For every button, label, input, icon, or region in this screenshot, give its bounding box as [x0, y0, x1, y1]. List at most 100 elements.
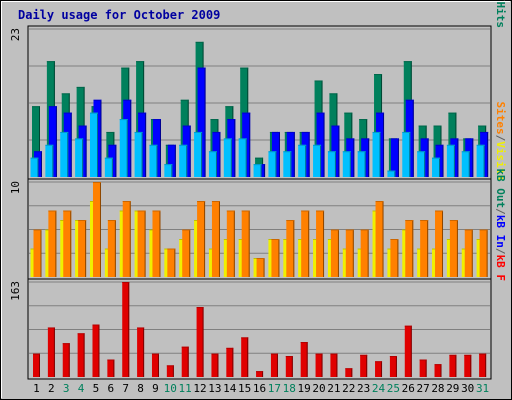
bar-pages: [149, 144, 158, 177]
gridlines: [29, 281, 490, 354]
bar-pages: [179, 144, 188, 177]
bar-kb-f: [360, 354, 368, 377]
bar-kb-f: [389, 356, 397, 377]
x-tick-label: 31: [476, 382, 489, 395]
bar-kb-f: [270, 353, 278, 377]
x-tick-label: 21: [327, 382, 340, 395]
bar-kb-f: [479, 353, 487, 377]
y-axis-max-label: 163: [9, 281, 22, 301]
x-tick-label: 16: [253, 382, 266, 395]
bar-pages: [461, 151, 470, 177]
bar-pages: [432, 157, 441, 177]
bar-sites: [435, 210, 444, 277]
series-label: Visits: [494, 141, 507, 181]
series-label: /: [494, 135, 507, 142]
bar-kb-f: [464, 354, 472, 377]
bar-kb-f: [300, 342, 308, 377]
x-tick-label: 9: [152, 382, 159, 395]
bar-sites: [48, 210, 57, 277]
x-tick-label: 24: [372, 382, 386, 395]
bar-kb-f: [33, 353, 40, 377]
bar-kb-f: [285, 356, 293, 377]
bar-pages: [402, 131, 411, 177]
bar-sites: [345, 229, 354, 277]
bar-sites: [241, 210, 250, 277]
x-tick-label: 3: [63, 382, 70, 395]
bar-kb-f: [434, 364, 442, 377]
bar-sites: [375, 201, 384, 277]
series-label: kB In: [494, 215, 507, 248]
bar-sites: [390, 239, 399, 277]
bar-pages: [45, 144, 54, 177]
bars: [30, 41, 489, 177]
bar-kb-f: [196, 307, 204, 377]
bar-kb-f: [47, 327, 55, 377]
bar-sites: [63, 210, 72, 277]
x-tick-label: 6: [107, 382, 114, 395]
bar-pages: [476, 144, 485, 177]
bar-sites: [107, 220, 116, 277]
bars: [30, 182, 488, 277]
bar-sites: [167, 248, 176, 277]
bar-pages: [194, 131, 203, 177]
y-axis-series-label: Pages/Files/Hits: [494, 0, 507, 28]
bar-pages: [298, 144, 307, 177]
bar-sites: [464, 229, 473, 277]
bar-hits: [32, 106, 40, 177]
series-label: /: [494, 208, 507, 215]
x-tick-label: 1: [33, 382, 40, 395]
bar-sites: [316, 210, 325, 277]
bar-kb-f: [166, 365, 174, 377]
bar-pages: [89, 112, 98, 177]
x-tick-label: 18: [283, 382, 296, 395]
bar-files: [390, 138, 399, 177]
x-tick-label: 7: [122, 382, 129, 395]
series-label: /: [494, 248, 507, 255]
x-tick-label: 26: [402, 382, 415, 395]
bar-sites: [479, 229, 488, 277]
x-tick-label: 10: [164, 382, 177, 395]
x-tick-label: 12: [193, 382, 206, 395]
bar-kb-f: [151, 353, 159, 377]
x-tick-label: 13: [208, 382, 221, 395]
bar-kb-f: [92, 324, 100, 377]
x-tick-label: 25: [387, 382, 400, 395]
chart-title: Daily usage for October 2009: [18, 8, 220, 22]
bar-sites: [92, 182, 101, 277]
bar-kb-f: [256, 371, 264, 377]
bar-sites: [330, 229, 339, 277]
bar-kb-f: [77, 333, 85, 377]
bar-sites: [286, 220, 295, 277]
bar-pages: [60, 131, 69, 177]
bar-kb-f: [137, 327, 145, 377]
bar-sites: [256, 258, 265, 277]
bar-pages: [134, 131, 143, 177]
x-tick-label: 29: [446, 382, 459, 395]
y-axis-series-label: kB Out/kB In/kB F: [494, 168, 507, 281]
bar-kb-f: [330, 353, 338, 377]
y-axis-series-label: Sites/Visits: [494, 102, 507, 182]
bar-files: [48, 106, 57, 177]
panel-pages-files-hits: 23 Pages/Files/Hits: [9, 0, 507, 180]
bar-pages: [268, 151, 277, 177]
x-tick-label: 15: [238, 382, 251, 395]
bar-kb-f: [226, 347, 234, 377]
bar-sites: [226, 210, 235, 277]
bar-sites: [271, 239, 280, 277]
bar-sites: [449, 220, 458, 277]
x-tick-label: 22: [342, 382, 355, 395]
bar-pages: [253, 164, 262, 177]
bar-kb-f: [404, 325, 412, 377]
x-tick-label: 28: [431, 382, 444, 395]
bar-kb-f: [211, 353, 219, 377]
bar-kb-f: [62, 343, 70, 377]
bar-sites: [78, 220, 87, 277]
bar-sites: [122, 201, 131, 277]
bar-pages: [357, 151, 366, 177]
bar-files: [197, 67, 206, 177]
bar-sites: [182, 229, 191, 277]
bar-sites: [152, 210, 161, 277]
bar-kb-f: [241, 337, 249, 377]
